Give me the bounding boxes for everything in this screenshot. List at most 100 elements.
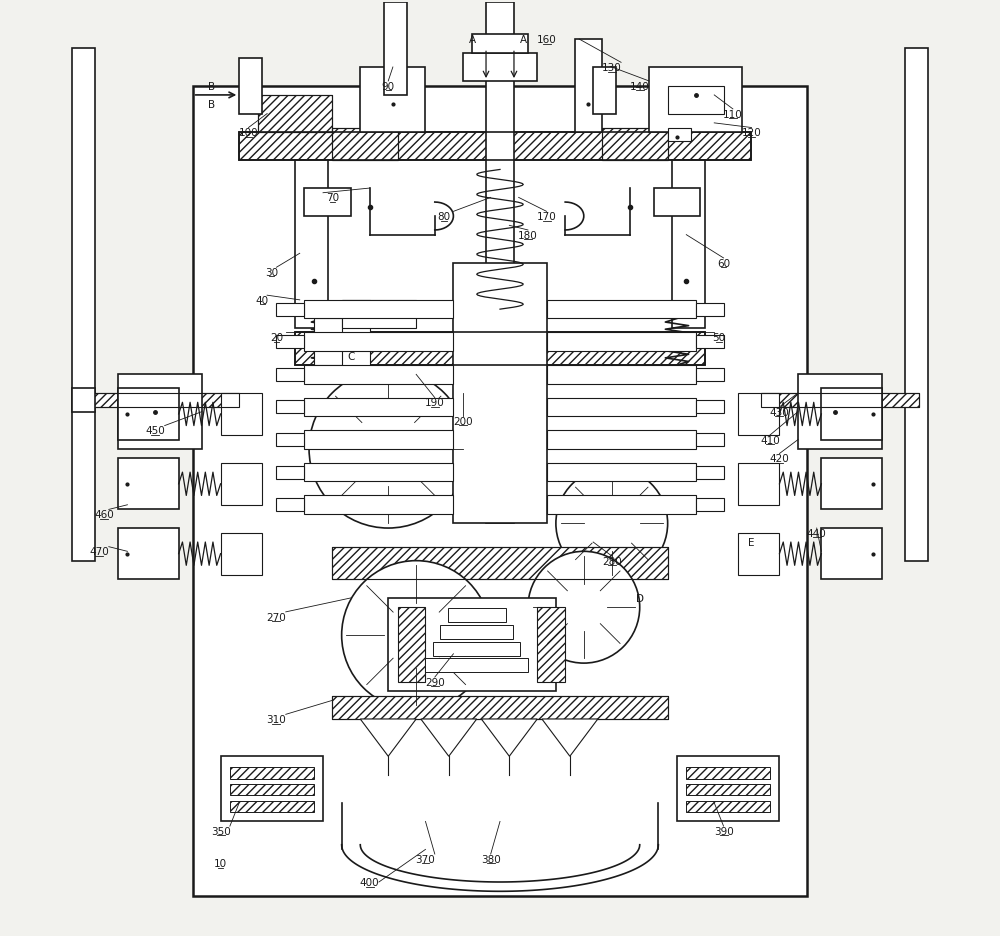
Bar [668, 86, 724, 114]
Text: 100: 100 [239, 128, 258, 138]
Text: 120: 120 [742, 128, 761, 138]
Bar [738, 534, 779, 575]
Bar [798, 375, 882, 449]
Bar [81, 393, 239, 407]
Bar [696, 433, 724, 446]
Bar [221, 756, 323, 822]
Bar [696, 336, 724, 349]
Bar [304, 333, 453, 352]
Bar [593, 68, 616, 114]
Bar [118, 459, 179, 510]
Bar [453, 263, 547, 524]
Bar [314, 319, 360, 366]
Circle shape [556, 468, 668, 579]
Bar [649, 68, 742, 133]
Text: 440: 440 [807, 528, 827, 538]
Bar [276, 303, 304, 316]
Bar [230, 784, 314, 796]
Bar [276, 369, 304, 382]
Text: 10: 10 [214, 858, 227, 869]
Bar [332, 696, 668, 719]
Bar [547, 333, 696, 352]
Bar [696, 303, 724, 316]
Circle shape [528, 551, 640, 664]
Text: 430: 430 [770, 407, 789, 417]
Text: 90: 90 [382, 81, 395, 92]
Bar [384, 3, 407, 95]
Text: 30: 30 [265, 268, 278, 278]
Bar [332, 547, 668, 579]
Bar [425, 659, 528, 673]
Bar [448, 608, 506, 622]
Text: 70: 70 [326, 193, 339, 203]
Text: 350: 350 [211, 826, 230, 836]
Bar [398, 607, 425, 682]
Bar [547, 366, 696, 385]
Bar [486, 3, 514, 524]
Bar [547, 398, 696, 417]
Bar [72, 50, 95, 561]
Bar [221, 393, 262, 435]
Bar [738, 393, 779, 435]
Bar [677, 756, 779, 822]
Bar [276, 433, 304, 446]
Bar [304, 398, 453, 417]
Bar [332, 696, 668, 719]
Bar [332, 128, 398, 161]
Bar [696, 466, 724, 479]
Bar [547, 300, 696, 319]
Text: B: B [208, 81, 215, 92]
Text: 40: 40 [256, 296, 269, 305]
Bar [276, 336, 304, 349]
Bar [342, 300, 370, 375]
Bar [463, 54, 537, 81]
Polygon shape [421, 719, 477, 756]
Bar [239, 133, 751, 161]
Bar [332, 547, 668, 579]
Bar [304, 431, 453, 449]
Bar [221, 534, 262, 575]
Polygon shape [481, 719, 537, 756]
Text: 160: 160 [537, 35, 556, 45]
Bar [547, 431, 696, 449]
Bar [276, 499, 304, 512]
Text: 290: 290 [425, 677, 445, 687]
Bar [72, 389, 95, 412]
Bar [360, 68, 425, 133]
Text: 420: 420 [770, 454, 789, 463]
Text: 270: 270 [267, 612, 286, 622]
Text: 180: 180 [518, 230, 538, 241]
Bar [440, 625, 513, 639]
Text: A: A [520, 35, 527, 45]
Bar [276, 466, 304, 479]
Bar [761, 393, 919, 407]
Text: E: E [748, 537, 755, 548]
Bar [118, 529, 179, 579]
Bar [258, 95, 332, 133]
Bar [602, 128, 668, 161]
Bar [332, 128, 398, 161]
Bar [821, 529, 882, 579]
Circle shape [309, 371, 467, 529]
Bar [696, 401, 724, 414]
Bar [193, 86, 807, 896]
Bar [602, 128, 668, 161]
Text: 370: 370 [416, 854, 435, 864]
Bar [258, 95, 332, 133]
Bar [388, 598, 556, 692]
Text: 50: 50 [712, 332, 725, 343]
Bar [239, 59, 262, 114]
Bar [239, 133, 751, 161]
Bar [537, 607, 565, 682]
Text: A: A [468, 35, 476, 45]
Bar [654, 189, 700, 217]
Bar [472, 36, 528, 54]
Bar [686, 784, 770, 796]
Text: 380: 380 [481, 854, 501, 864]
Bar [761, 393, 919, 407]
Text: 470: 470 [90, 547, 109, 557]
Text: 130: 130 [602, 63, 622, 73]
Text: 310: 310 [267, 714, 286, 724]
Polygon shape [360, 719, 416, 756]
Text: 190: 190 [425, 398, 445, 408]
